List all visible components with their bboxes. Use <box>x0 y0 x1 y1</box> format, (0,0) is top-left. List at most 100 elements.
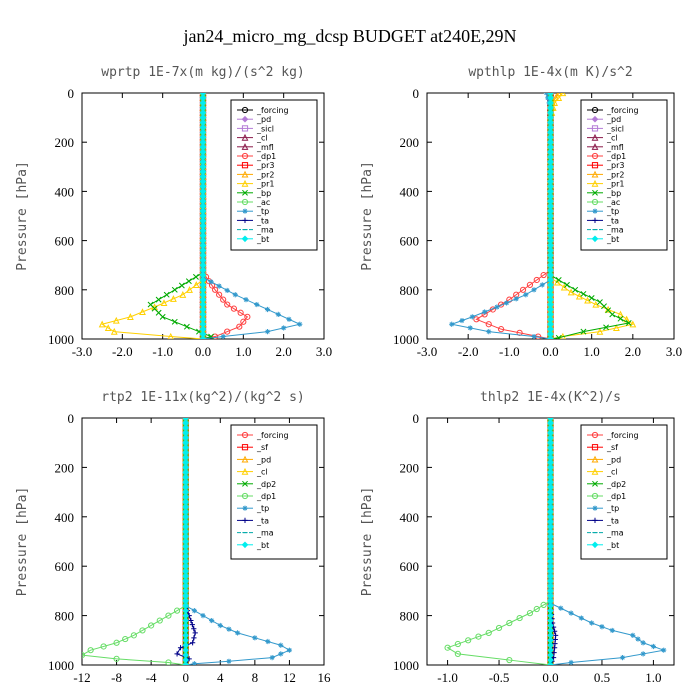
data-point <box>220 333 226 339</box>
legend-item: _ac <box>237 198 270 207</box>
legend-item: _tp <box>237 207 269 216</box>
data-point <box>189 622 195 628</box>
data-point <box>82 652 86 659</box>
data-point <box>113 639 120 646</box>
legend-label: _tp <box>256 207 269 216</box>
legend-label: _pr1 <box>256 180 274 189</box>
data-point <box>237 309 244 316</box>
data-point <box>503 300 510 306</box>
legend-item: _pr3 <box>587 161 624 170</box>
y-tick-label: 600 <box>400 559 420 574</box>
series-line <box>202 93 302 339</box>
x-tick-label: 2.0 <box>625 344 641 359</box>
y-tick-label: 1000 <box>48 332 74 347</box>
panel-title: wpthlp 1E-4x(m K)/s^2 <box>468 65 632 80</box>
data-point <box>236 323 243 330</box>
legend-label: _bt <box>606 541 619 550</box>
legend-label: _dp1 <box>256 152 276 161</box>
x-tick-label: -1.0 <box>152 344 173 359</box>
y-tick-label: 200 <box>400 135 420 150</box>
legend-item: _sicl <box>237 124 274 133</box>
series-line <box>100 93 204 339</box>
legend-label: _pd <box>256 455 271 464</box>
y-tick-label: 0 <box>68 411 75 426</box>
data-point <box>625 320 632 326</box>
series-line <box>475 93 551 339</box>
data-point <box>126 313 134 320</box>
y-tick-label: 0 <box>413 86 420 101</box>
legend-swatch-marker <box>242 480 248 487</box>
data-point <box>87 647 94 654</box>
legend-swatch-marker <box>591 170 599 178</box>
y-tick-label: 400 <box>400 184 420 199</box>
data-point <box>498 326 505 333</box>
legend: _forcing_pd_sicl_cl_mfl_dp1_pr3_pr2_pr1_… <box>230 99 318 251</box>
x-tick-label: 1.0 <box>584 344 600 359</box>
legend-swatch-marker <box>241 125 249 132</box>
data-point <box>163 291 170 298</box>
data-point <box>192 273 199 280</box>
series-dp1 <box>473 93 554 339</box>
legend-label: _bt <box>256 541 269 550</box>
series-dp1 <box>444 418 554 665</box>
legend-item: _ma <box>587 226 624 235</box>
data-point <box>552 645 558 651</box>
legend-swatch-marker <box>592 505 598 511</box>
legend-item: _bt <box>587 235 619 244</box>
data-point <box>596 327 604 335</box>
series-line <box>446 418 551 665</box>
data-point <box>112 316 120 324</box>
chart-panel-2: wpthlp 1E-4x(m K)/s^2 Pressure [hPa] -3.0 -… <box>360 65 682 359</box>
legend-label: _cl <box>256 468 268 477</box>
y-tick-label: 400 <box>55 510 75 525</box>
data-point <box>533 605 540 613</box>
legend-label: _sf <box>256 443 268 452</box>
legend-swatch-marker <box>592 517 598 523</box>
data-point <box>188 617 194 624</box>
data-point <box>191 626 197 632</box>
y-tick-label: 800 <box>400 609 420 624</box>
legend-item: _ta <box>237 516 269 525</box>
legend-label: _mfl <box>606 143 624 152</box>
series-bt <box>199 93 207 339</box>
legend-item: _pd <box>587 115 621 124</box>
data-point <box>165 612 172 619</box>
panel-title: rtp2 1E-11x(kg^2)/(kg^2 s) <box>101 390 305 405</box>
legend-item: _bp <box>237 189 271 198</box>
legend-item: _ma <box>237 226 274 235</box>
data-point <box>551 650 557 656</box>
data-point <box>216 283 222 289</box>
data-point <box>592 300 600 308</box>
data-point <box>603 324 610 331</box>
data-point <box>155 296 162 303</box>
legend-label: _ac <box>256 198 270 207</box>
x-tick-label: 0.5 <box>594 670 610 685</box>
legend-swatch-marker <box>242 505 248 511</box>
legend: _forcing _sf _pd _cl _dp2 _dp1 _tp _ta _ma _bt <box>580 424 668 560</box>
legend-item: _tp <box>587 207 619 216</box>
x-tick-label: -1.0 <box>499 344 520 359</box>
data-point <box>635 636 641 642</box>
legend-label: _mfl <box>256 143 274 152</box>
legend-item: _dp1 <box>587 152 626 161</box>
data-point <box>473 316 480 323</box>
legend-swatch-marker <box>241 235 249 243</box>
data-point <box>200 613 206 619</box>
data-point <box>540 601 547 608</box>
data-point <box>185 278 192 285</box>
legend-swatch-marker <box>592 217 598 223</box>
data-point <box>183 323 190 330</box>
x-tick-label: -1.0 <box>437 670 458 685</box>
legend-swatch-marker <box>591 133 599 141</box>
series-group <box>98 93 303 339</box>
legend-swatch-marker <box>241 198 249 206</box>
data-point <box>139 627 146 634</box>
y-tick-label: 400 <box>400 510 420 525</box>
y-axis-label: Pressure [hPa] <box>360 161 375 271</box>
plot-frame <box>81 417 325 666</box>
data-point <box>467 325 473 331</box>
legend-label: _ma <box>256 529 274 538</box>
legend-swatch-marker <box>592 208 598 214</box>
data-point <box>179 291 187 298</box>
